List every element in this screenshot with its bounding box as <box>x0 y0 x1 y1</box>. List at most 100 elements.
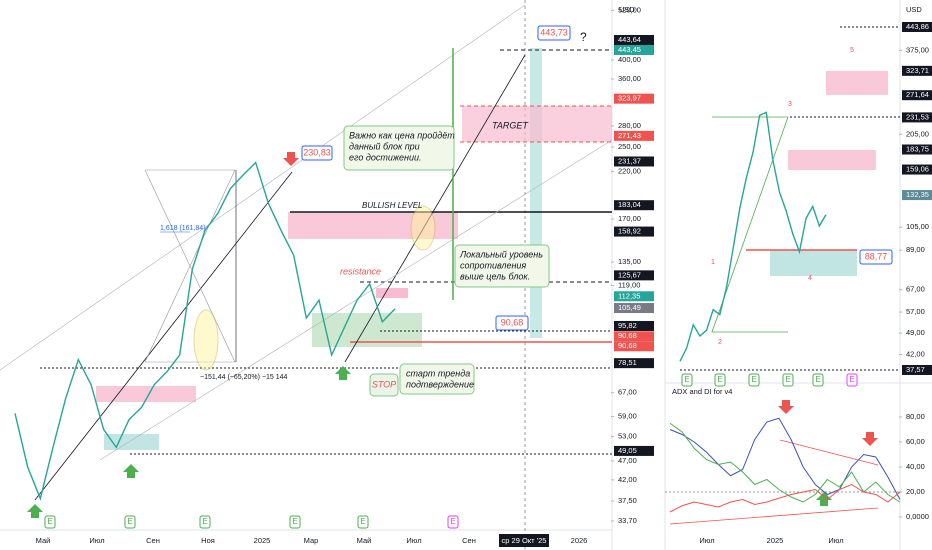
earnings-marker <box>714 373 726 387</box>
fib-label: 1,618 (161,84) <box>160 225 206 232</box>
price-tag <box>614 320 654 331</box>
adx-line <box>669 483 901 513</box>
target-block <box>462 106 612 142</box>
target-block <box>826 71 888 95</box>
down-arrow <box>778 400 794 414</box>
y-tick-label: 33,70 <box>618 516 637 525</box>
y-tick-label: 49,05 <box>618 446 637 455</box>
price-tag <box>902 364 932 375</box>
price-tag <box>902 65 932 76</box>
y-tick-label: 443,64 <box>618 35 641 44</box>
earnings-label: E <box>849 375 854 384</box>
earnings-label: E <box>785 375 790 384</box>
price-tag <box>614 226 654 237</box>
y-tick-label: 60,00 <box>906 437 925 446</box>
price-tag <box>614 200 654 211</box>
y-tick-label: 105,49 <box>618 303 641 312</box>
x-tick-label: Июл <box>406 536 421 545</box>
trend-line <box>779 439 879 466</box>
x-tick-label: Июл <box>89 536 104 545</box>
callout-text: 443,73 <box>540 27 568 37</box>
earnings-marker <box>748 373 760 387</box>
wave-label: 1 <box>711 259 715 266</box>
trend-line <box>344 54 526 363</box>
price-tag <box>614 358 654 369</box>
x-tick-label: 2025 <box>767 536 784 545</box>
up-arrow <box>335 366 351 380</box>
y-tick-label: 37,50 <box>618 496 637 505</box>
price-tag <box>614 331 654 342</box>
x-tick-label: Май <box>357 536 372 545</box>
price-tag <box>902 22 932 32</box>
up-arrow <box>27 504 43 518</box>
price-tag <box>614 45 654 55</box>
y-tick-label: 220,00 <box>618 166 641 175</box>
y-tick-label: 400,00 <box>618 55 641 64</box>
wave-label: 2 <box>718 339 722 346</box>
y-tick-label: 520,00 <box>618 5 641 14</box>
x-tick-label: ср 29 Окт '25 <box>502 536 547 545</box>
y-tick-label: 125,67 <box>618 270 641 279</box>
note-box <box>343 125 455 171</box>
note-line: выше цель блок. <box>460 271 530 281</box>
adx-line <box>669 422 901 503</box>
note-line: старт тренда <box>406 368 470 378</box>
target-label: TARGET <box>492 120 529 130</box>
y-tick-label: 95,82 <box>618 321 637 330</box>
y-tick-label: 105,00 <box>906 222 929 231</box>
trend-line <box>669 507 879 525</box>
y-tick-label: 375,00 <box>906 45 929 54</box>
price-tag <box>902 144 932 155</box>
measure-label: −151,44 (−65,20%) −15 144 <box>200 374 287 381</box>
earnings-label: E <box>127 517 132 526</box>
y-tick-label: 183,04 <box>618 200 641 209</box>
channel-line <box>99 139 613 461</box>
supply-block <box>788 150 876 170</box>
down-arrow <box>862 432 878 446</box>
note-line: данный блок при <box>349 141 420 151</box>
note-line: подтверждение <box>406 379 474 389</box>
y-tick-label: 250,00 <box>618 142 641 151</box>
channel-line <box>0 4 526 371</box>
y-tick-label: 158,92 <box>618 227 641 236</box>
y-tick-label: 231,37 <box>618 156 641 165</box>
price-tag <box>614 445 654 456</box>
adx-line <box>669 417 901 500</box>
y-tick-label: 183,75 <box>906 144 929 153</box>
y-tick-label: 205,00 <box>906 129 929 138</box>
fib-projection <box>711 116 789 333</box>
wave-label: 4 <box>808 275 812 282</box>
earnings-marker <box>846 373 858 387</box>
cursor-date-box <box>499 534 549 547</box>
target-zone <box>530 48 542 338</box>
earnings-label: E <box>47 517 52 526</box>
earnings-marker <box>812 373 824 387</box>
price-tag <box>614 303 654 314</box>
stop-label: STOP <box>372 379 396 389</box>
earnings-label: E <box>292 517 297 526</box>
y-tick-label: 67,00 <box>906 285 925 294</box>
price-tag <box>902 112 932 123</box>
indicator-title: ADX and DI for v4 <box>672 387 732 396</box>
price-callout <box>859 249 893 265</box>
earnings-label: E <box>751 375 756 384</box>
x-tick-label: Сен <box>146 536 160 545</box>
bullish-label: BULLISH LEVEL <box>362 201 422 210</box>
callout-text: 230,83 <box>303 147 331 157</box>
price-tag <box>902 90 932 101</box>
y-tick-label: 37,57 <box>906 365 925 374</box>
y-tick-label: 47,00 <box>618 456 637 465</box>
price-tag <box>614 130 654 141</box>
earnings-marker <box>447 515 459 529</box>
y-tick-label: 42,00 <box>906 349 925 358</box>
wave-label: 5 <box>850 47 854 54</box>
y-tick-label: 360,00 <box>618 74 641 83</box>
note-box <box>454 244 550 288</box>
x-tick-label: Мар <box>304 536 319 545</box>
y-tick-label: 443,45 <box>618 45 641 54</box>
demand-block <box>770 250 857 276</box>
earnings-label: E <box>815 375 820 384</box>
